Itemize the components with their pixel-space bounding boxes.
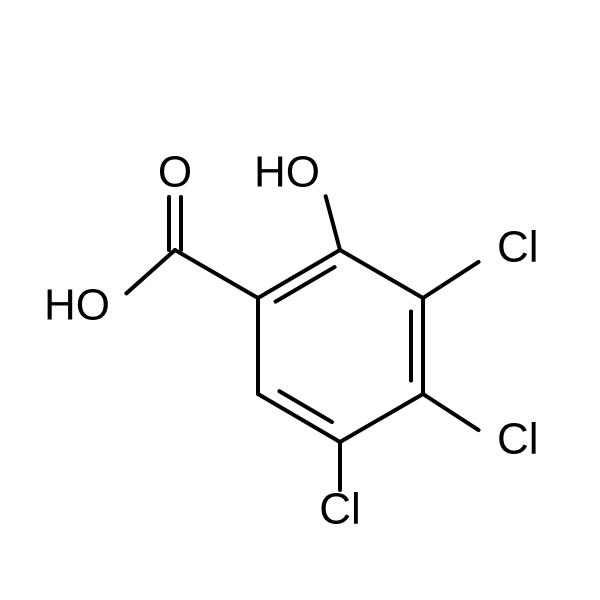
bonds-group: [126, 196, 478, 490]
atom-label-cl3: Cl: [497, 223, 539, 272]
atom-label-cl4: Cl: [497, 415, 539, 464]
atom-label-oh_ring: HO: [254, 148, 320, 197]
atom-label-cl5: Cl: [319, 485, 361, 534]
molecule-diagram: O HO HO Cl Cl Cl: [0, 0, 600, 600]
atom-label-o_dbl: O: [158, 148, 192, 197]
atom-label-oh_acid: HO: [44, 281, 110, 330]
labels-group: O HO HO Cl Cl Cl: [44, 148, 539, 534]
